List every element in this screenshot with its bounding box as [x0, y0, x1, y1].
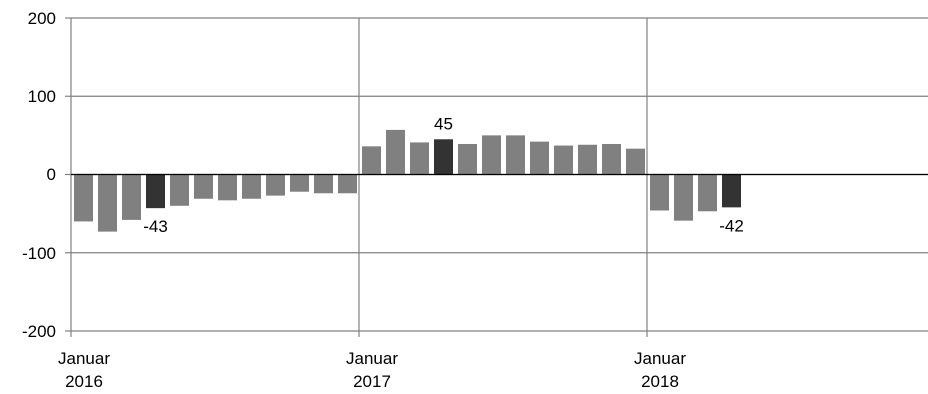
bar: [362, 146, 381, 175]
bar: [242, 174, 261, 199]
x-tick-label-2017: Januar: [346, 349, 398, 368]
bar: [410, 142, 429, 175]
x-tick-label-month: Januar: [58, 349, 110, 368]
bar: [506, 135, 525, 175]
bar: [578, 144, 597, 175]
y-axis-tick-labels: 200 100 0 -100 -200: [22, 9, 56, 341]
data-label: 45: [434, 114, 453, 133]
bar: [482, 135, 501, 175]
bar: [314, 174, 333, 194]
bar: [218, 174, 237, 201]
bar: [338, 174, 357, 194]
x-tick-label-year: 2017: [353, 372, 391, 391]
bar: [170, 174, 189, 206]
bar: [554, 145, 573, 175]
highlighted-bar: [722, 174, 741, 208]
y-tick-label: 0: [47, 165, 56, 184]
x-tick-label-2016: Januar: [58, 349, 110, 368]
data-labels: -43 45 -42: [143, 114, 744, 236]
bar: [650, 174, 669, 211]
bar: [98, 174, 117, 232]
data-label: -42: [719, 216, 744, 235]
bar: [530, 141, 549, 175]
y-tick-label: -100: [22, 244, 56, 263]
bar: [458, 143, 477, 175]
bar-series: [74, 129, 741, 232]
x-tick-label-month: Januar: [634, 349, 686, 368]
bar: [698, 174, 717, 212]
highlighted-bar: [434, 139, 453, 175]
bar: [674, 174, 693, 221]
bar: [194, 174, 213, 199]
x-axis-tick-labels: Januar 2016 Januar 2017 Januar 2018: [58, 349, 686, 391]
bar: [266, 174, 285, 196]
y-tick-label: 100: [28, 87, 56, 106]
bar: [122, 174, 141, 220]
x-tick-label-2018: Januar: [634, 349, 686, 368]
bar: [626, 148, 645, 175]
y-tick-label: -200: [22, 322, 56, 341]
x-tick-label-month: Januar: [346, 349, 398, 368]
highlighted-bar: [146, 174, 165, 209]
x-tick-label-year: 2018: [641, 372, 679, 391]
bar: [386, 129, 405, 175]
data-label: -43: [143, 217, 168, 236]
bar: [74, 174, 93, 222]
y-tick-label: 200: [28, 9, 56, 28]
axes: [70, 18, 928, 331]
x-tick-label-year: 2016: [65, 372, 103, 391]
bar: [602, 143, 621, 175]
bar: [290, 174, 309, 192]
